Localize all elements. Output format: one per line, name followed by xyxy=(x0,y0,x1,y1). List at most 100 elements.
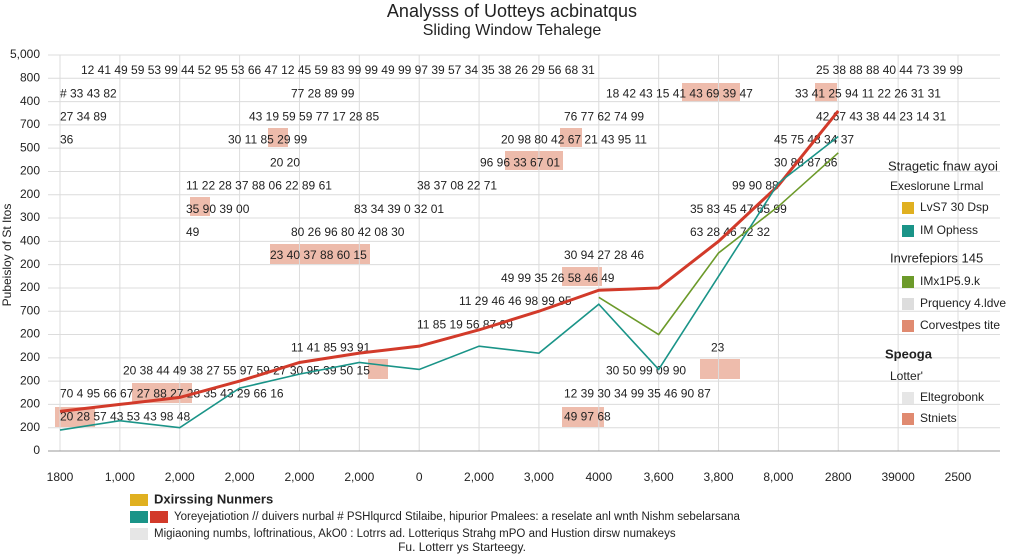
legend-section: Lotter' xyxy=(890,369,923,383)
grid-number: 35 90 39 00 xyxy=(186,202,250,216)
grid-number: 23 xyxy=(711,340,725,354)
x-tick-label: 2,000 xyxy=(344,470,374,484)
y-tick-label: 200 xyxy=(20,164,40,178)
grid-number: 11 29 46 46 98 99 95 xyxy=(459,294,572,308)
legend-label: Yoreyejatiotion // duivers nurbal # PSHl… xyxy=(174,511,741,523)
legend-section: Invrefepiors 145 xyxy=(890,250,983,265)
grid-number: 83 34 39 0 32 01 xyxy=(354,202,444,216)
grid-number: 35 83 45 47 65 99 xyxy=(690,202,787,216)
y-tick-label: 200 xyxy=(20,280,40,294)
grid-number: 36 xyxy=(60,132,74,146)
grid-number: 49 97 68 xyxy=(564,410,611,424)
grid-number: 11 41 85 93 91 xyxy=(291,340,371,354)
legend-title: Stragetic fnaw ayoi xyxy=(888,158,998,173)
grid-number: 42 67 43 38 44 23 14 31 xyxy=(816,109,946,123)
grid-number: 20 38 44 49 38 27 55 97 59 27 30 95 39 5… xyxy=(123,363,370,377)
y-tick-label: 300 xyxy=(20,210,40,224)
grid-number: 76 77 62 74 99 xyxy=(564,109,644,123)
grid-number: 30 94 27 28 46 xyxy=(564,248,644,262)
legend-swatch xyxy=(130,528,148,540)
y-tick-label: 400 xyxy=(20,94,40,108)
y-tick-label: 800 xyxy=(20,70,40,84)
grid-number: 99 90 88 xyxy=(732,179,779,193)
grid-number: 43 19 59 59 77 17 28 85 xyxy=(249,109,379,123)
grid-number: 27 34 89 xyxy=(60,109,107,123)
y-tick-label: 200 xyxy=(20,373,40,387)
y-tick-label: 200 xyxy=(20,397,40,411)
grid-number: 49 99 35 26 58 46 49 xyxy=(501,271,615,285)
legend-swatch xyxy=(902,413,914,425)
chart-subtitle: Sliding Window Tehalege xyxy=(423,22,602,39)
x-tick-label: 0 xyxy=(416,470,423,484)
x-tick-label: 2,000 xyxy=(225,470,255,484)
x-tick-label: 1,000 xyxy=(105,470,135,484)
grid-number: 80 26 96 80 42 08 30 xyxy=(291,225,405,239)
grid-number: 20 28 57 43 53 43 98 48 xyxy=(60,410,190,424)
legend-label: IM Ophess xyxy=(920,223,978,237)
grid-number: 96 96 33 67 01 xyxy=(480,156,560,170)
grid-number: 70 4 95 66 67 27 88 27 28 35 43 29 66 16 xyxy=(60,387,284,401)
grid-number: 23 40 37 88 60 15 xyxy=(270,248,367,262)
y-tick-label: 400 xyxy=(20,234,40,248)
series-line xyxy=(59,135,839,431)
legend-swatch xyxy=(902,225,914,237)
x-tick-label: 4000 xyxy=(585,470,612,484)
x-tick-label: 3,800 xyxy=(704,470,734,484)
y-tick-label: 200 xyxy=(20,327,40,341)
y-axis-label: Pubeisloy of St Itos xyxy=(0,204,14,307)
x-tick-label: 2,000 xyxy=(165,470,195,484)
y-tick-label: 5,000 xyxy=(10,47,40,61)
x-tick-label: 1800 xyxy=(47,470,74,484)
x-tick-label: 39000 xyxy=(881,470,915,484)
grid-number: 20 20 xyxy=(270,156,300,170)
legend-label: LvS7 30 Dsp xyxy=(920,200,989,214)
series-line xyxy=(598,152,839,336)
grid-number: 49 xyxy=(186,225,200,239)
grid-number: 30 11 85 29 99 xyxy=(228,132,308,146)
legend-swatch xyxy=(902,298,914,310)
x-tick-label: 3,600 xyxy=(644,470,674,484)
x-tick-label: 3,000 xyxy=(524,470,554,484)
grid-number: 12 39 30 34 99 35 46 90 87 xyxy=(564,387,711,401)
grid-number: 77 28 89 99 xyxy=(291,86,355,100)
legend-swatch xyxy=(130,511,148,523)
legend-swatch xyxy=(902,202,914,214)
x-tick-label: 2,000 xyxy=(284,470,314,484)
x-tick-label: 8,000 xyxy=(763,470,793,484)
grid-number: 11 22 28 37 88 06 22 89 61 xyxy=(186,179,332,193)
x-tick-label: 2,000 xyxy=(464,470,494,484)
legend-label: Eltegrobonk xyxy=(920,390,985,404)
footer: Fu. Lotterr ys Starteegy. xyxy=(398,540,526,554)
x-tick-label: 2500 xyxy=(945,470,972,484)
legend-label: Migiaoning numbs, loftrinatious, AkO0 : … xyxy=(154,528,676,540)
legend-swatch xyxy=(130,494,148,506)
series-line xyxy=(59,109,840,413)
legend-label: Dxirssing Nunmers xyxy=(154,491,273,506)
y-tick-label: 0 xyxy=(33,443,40,457)
y-tick-label: 500 xyxy=(20,140,40,154)
chart-title: Analysss of Uotteys acbinatqus xyxy=(387,1,637,21)
y-tick-label: 700 xyxy=(20,303,40,317)
y-tick-label: 200 xyxy=(20,257,40,271)
y-tick-label: 200 xyxy=(20,420,40,434)
legend-swatch xyxy=(902,392,914,404)
grid-number: 33 41 25 94 11 22 26 31 31 xyxy=(795,86,941,100)
grid xyxy=(48,54,1000,452)
legend-swatch xyxy=(902,320,914,332)
legend-label: Prquency 4.ldve xyxy=(920,296,1006,310)
grid-number: 18 42 43 15 41 43 69 39 47 xyxy=(606,86,753,100)
grid-number: 20 98 80 42 67 21 43 95 11 xyxy=(501,132,647,146)
grid-number: 30 50 99 09 90 xyxy=(606,363,686,377)
y-tick-label: 700 xyxy=(20,117,40,131)
legend-swatch xyxy=(150,511,168,523)
legend-swatch xyxy=(902,276,914,288)
grid-number: 12 41 49 59 53 99 44 52 95 53 66 47 12 4… xyxy=(81,63,595,77)
legend-label: Corvestpes tite xyxy=(920,318,1000,332)
legend-label: Stniets xyxy=(920,411,957,425)
grid-number: 38 37 08 22 71 xyxy=(417,179,497,193)
y-tick-label: 200 xyxy=(20,350,40,364)
y-tick-label: 200 xyxy=(20,187,40,201)
x-tick-label: 2800 xyxy=(825,470,852,484)
grid-number: 25 38 88 88 40 44 73 39 99 xyxy=(816,63,963,77)
